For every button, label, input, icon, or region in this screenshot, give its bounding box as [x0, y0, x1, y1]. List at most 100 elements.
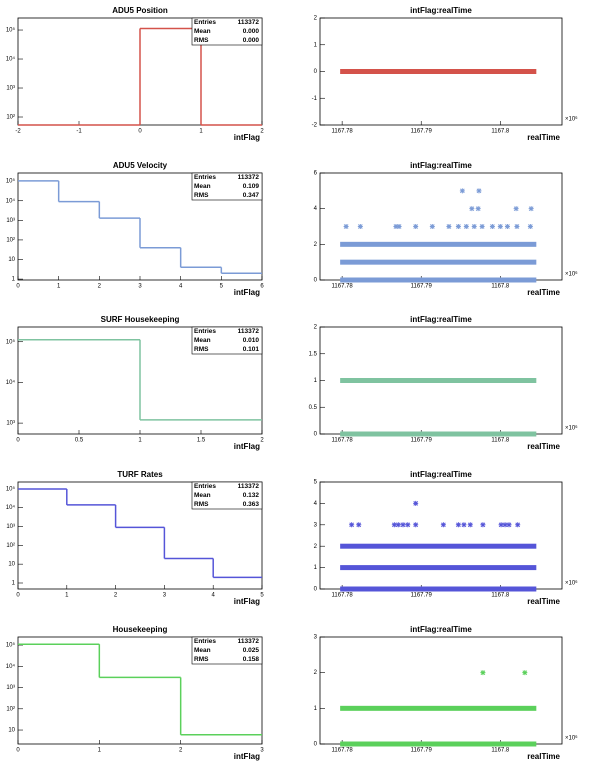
point [475, 206, 481, 212]
stats-value: 113372 [238, 483, 260, 490]
x-tick-label: 0 [16, 593, 20, 599]
x-multiplier: ×10⁶ [565, 425, 578, 432]
point [476, 188, 482, 194]
x-axis-label: intFlag [234, 597, 260, 606]
x-tick-label: 1 [65, 593, 69, 599]
y-tick-label: 5 [314, 480, 318, 486]
x-tick-label: 5 [220, 284, 224, 290]
point [413, 500, 419, 506]
y-tick-label: 10⁴ [6, 56, 16, 63]
y-tick-label: 10⁵ [6, 178, 16, 185]
stats-value: 113372 [238, 19, 260, 26]
y-tick-label: 2 [314, 242, 318, 248]
stats-value: 0.363 [243, 501, 260, 508]
y-tick-label: 1 [314, 378, 318, 384]
y-tick-label: 2 [314, 544, 318, 550]
point [471, 224, 477, 229]
y-tick-label: 10³ [6, 86, 15, 92]
point-band [340, 241, 537, 247]
x-multiplier: ×10⁶ [565, 116, 578, 123]
y-tick-label: 10⁵ [6, 485, 16, 492]
panel-title: intFlag:realTime [410, 315, 472, 324]
point [513, 206, 519, 212]
stats-name: Mean [194, 492, 211, 499]
stats-value: 0.158 [243, 656, 260, 663]
x-multiplier: ×10⁶ [565, 580, 578, 587]
x-axis-label: realTime [527, 288, 560, 297]
point [459, 188, 465, 194]
y-tick-label: 10 [8, 728, 15, 734]
point [400, 522, 406, 528]
x-tick-label: 1167.79 [411, 284, 433, 290]
point [504, 224, 510, 229]
y-tick-label: 2 [314, 670, 318, 676]
x-tick-label: 1167.79 [411, 748, 433, 754]
x-axis-label: realTime [527, 442, 560, 451]
point-band [340, 378, 537, 383]
point-band [340, 543, 537, 549]
point-band [340, 69, 537, 74]
point-band [340, 705, 537, 711]
y-tick-label: 10 [8, 257, 15, 263]
x-tick-label: 0.5 [75, 438, 84, 444]
frame [17, 636, 263, 745]
x-axis-label: intFlag [234, 133, 260, 142]
stats-name: Entries [194, 638, 216, 645]
y-tick-label: 10⁴ [6, 663, 16, 670]
y-tick-label: 10³ [6, 218, 15, 224]
point [357, 224, 363, 229]
y-tick-label: 10² [6, 237, 15, 243]
stats-value: 0.000 [243, 28, 260, 35]
x-tick-label: 1 [98, 748, 102, 754]
y-tick-label: -2 [312, 123, 318, 129]
stats-name: Entries [194, 19, 216, 26]
point [469, 206, 475, 212]
panel-title: ADU5 Velocity [113, 161, 168, 170]
stats-value: 0.109 [243, 183, 260, 190]
y-tick-label: 0 [314, 432, 318, 438]
y-tick-label: -1 [312, 96, 318, 102]
y-tick-label: 10² [6, 543, 15, 549]
panel-title: intFlag:realTime [410, 625, 472, 634]
point [479, 224, 485, 229]
y-tick-label: 1 [314, 706, 318, 712]
stats-value: 0.101 [243, 346, 260, 353]
panel-title: Housekeeping [113, 625, 168, 634]
x-multiplier: ×10⁶ [565, 735, 578, 742]
point [349, 522, 355, 528]
panel-title: SURF Housekeeping [101, 315, 180, 324]
panel-title: intFlag:realTime [410, 6, 472, 15]
x-tick-label: 2 [179, 748, 183, 754]
point [413, 224, 419, 229]
x-axis-label: intFlag [234, 288, 260, 297]
panel-title: intFlag:realTime [410, 470, 472, 479]
stats-box [191, 326, 263, 355]
y-tick-label: 1 [12, 277, 16, 283]
x-tick-label: 5 [260, 593, 264, 599]
y-tick-label: 2 [314, 16, 318, 22]
stats-name: Entries [194, 483, 216, 490]
y-tick-label: 10² [6, 115, 15, 121]
y-tick-label: 10⁵ [6, 642, 16, 649]
point [391, 522, 397, 528]
panel-title: TURF Rates [117, 470, 163, 479]
point [393, 224, 399, 229]
stats-name: RMS [194, 656, 209, 663]
y-tick-label: 10⁵ [6, 27, 16, 34]
stats-box [191, 17, 263, 46]
stats-name: Mean [194, 28, 211, 35]
y-tick-label: 10² [6, 706, 15, 712]
stats-name: Mean [194, 183, 211, 190]
stats-name: Entries [194, 328, 216, 335]
stats-name: RMS [194, 37, 209, 44]
x-tick-label: -2 [15, 129, 21, 135]
stats-name: Entries [194, 174, 216, 181]
frame [17, 481, 263, 590]
y-tick-label: 10 [8, 562, 15, 568]
x-tick-label: 1167.79 [411, 129, 433, 135]
point [515, 522, 521, 528]
x-tick-label: 1167.8 [491, 129, 510, 135]
